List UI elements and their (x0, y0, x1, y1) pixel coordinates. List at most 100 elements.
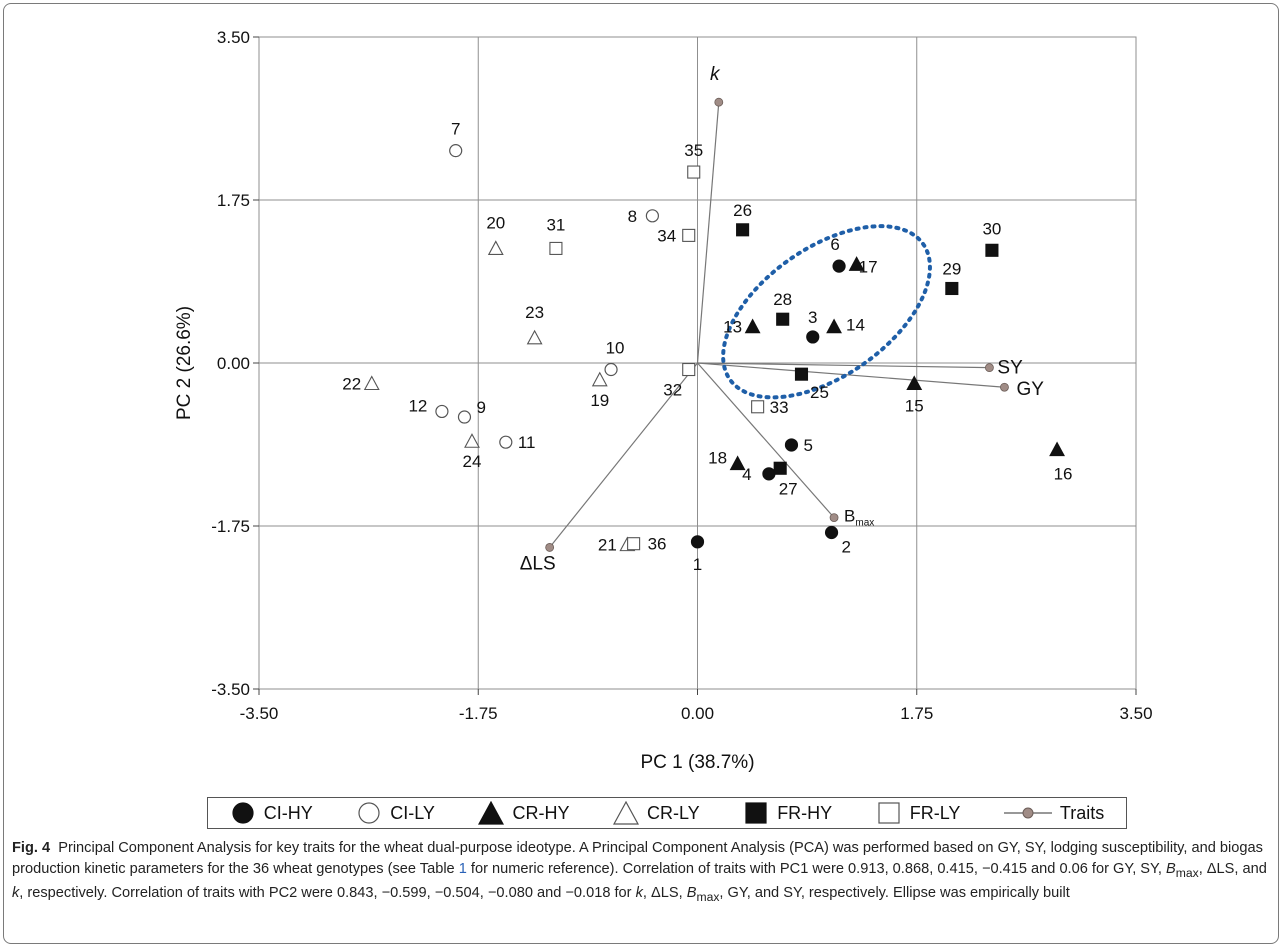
y-tick-label: 0.00 (217, 354, 250, 373)
point-genotype-13 (744, 318, 761, 334)
point-label-19: 19 (590, 391, 609, 410)
k-symbol-2: k (635, 884, 643, 901)
point-label-8: 8 (628, 207, 637, 226)
trait-point-b (829, 513, 839, 523)
caption-text-1: A Principal Component Analysis (PCA) was… (12, 840, 1263, 877)
point-label-28: 28 (773, 290, 792, 309)
x-tick-label: -3.50 (240, 704, 279, 723)
point-label-23: 23 (525, 303, 544, 322)
legend-symbol-triangle-open (612, 801, 639, 825)
point-genotype-18 (729, 455, 746, 471)
point-label-31: 31 (546, 215, 565, 234)
bmax-symbol-2: B (686, 884, 697, 901)
trait-vector-sy (697, 362, 990, 369)
point-label-9: 9 (476, 398, 485, 417)
point-label-16: 16 (1054, 465, 1073, 484)
point-label-10: 10 (606, 339, 625, 358)
x-axis-title: PC 1 (38.7%) (640, 752, 754, 773)
point-genotype-33 (751, 400, 765, 414)
legend-item-cr-ly: CR-LY (612, 801, 700, 825)
point-genotype-28 (776, 312, 790, 326)
point-label-32: 32 (663, 381, 682, 400)
legend-label: CR-LY (646, 802, 700, 823)
k-symbol: k (12, 884, 20, 901)
x-tick-label: 1.75 (900, 704, 933, 723)
point-label-30: 30 (982, 219, 1001, 238)
point-label-7: 7 (451, 120, 460, 139)
legend-symbol-line-dot-filled (1003, 801, 1052, 825)
y-tick-label: 1.75 (217, 191, 250, 210)
point-genotype-22 (363, 375, 380, 391)
point-genotype-26 (736, 223, 750, 237)
point-label-33: 33 (770, 398, 789, 417)
grid (253, 36, 1137, 695)
ideotype-ellipse (721, 224, 932, 400)
trait-label-b: Bmax (844, 507, 874, 529)
point-label-12: 12 (408, 396, 427, 415)
x-tick-label: -1.75 (459, 704, 498, 723)
point-genotype-20 (487, 240, 504, 255)
trait-point-k (714, 97, 724, 107)
legend-symbol-circle-open (356, 801, 382, 825)
point-genotype-30 (985, 243, 999, 257)
point-label-14: 14 (846, 316, 865, 335)
point-genotype-9 (457, 410, 472, 424)
point-label-26: 26 (733, 201, 752, 220)
point-genotype-11 (499, 435, 513, 449)
y-tick-label: 3.50 (217, 28, 250, 47)
point-label-17: 17 (859, 257, 878, 276)
figure-caption: Fig. 4 Principal Component Analysis for … (12, 838, 1274, 907)
point-label-4: 4 (742, 465, 751, 484)
point-genotype-23 (526, 329, 543, 345)
trait-vector-k (696, 102, 720, 364)
point-label-20: 20 (486, 213, 505, 232)
tick-labels: -3.50 -1.75 0.00 1.75 3.50 3.50 1.75 0.00 -1.75 -… (211, 28, 1152, 723)
point-genotype-27 (773, 461, 787, 475)
point-genotype-10 (604, 362, 618, 377)
point-genotype-36 (627, 537, 641, 551)
point-label-15: 15 (905, 396, 924, 415)
figure-frame (3, 3, 1279, 944)
point-label-21: 21 (598, 536, 617, 555)
point-label-36: 36 (648, 535, 667, 554)
point-genotype-24 (464, 433, 480, 448)
legend-label: CI-LY (390, 802, 435, 823)
point-genotype-15 (906, 375, 923, 391)
legend-symbol-square-filled (743, 801, 769, 825)
legend-symbol-triangle-filled (478, 801, 505, 825)
point-label-22: 22 (342, 374, 361, 393)
trait-vector-gy (697, 362, 1005, 388)
caption-text-6: , GY, and SY, respectively. Ellipse was … (719, 884, 1070, 901)
point-genotype-29 (945, 281, 959, 296)
y-tick-label: -1.75 (211, 517, 250, 536)
trait-label-subscript: max (855, 518, 874, 529)
legend-label: FR-LY (909, 802, 961, 823)
table-reference-link[interactable]: 1 (458, 860, 467, 877)
point-label-5: 5 (803, 436, 812, 455)
trait-vector-δls (549, 362, 698, 548)
point-genotype-14 (826, 318, 842, 334)
caption-title: Principal Component Analysis for key tra… (58, 840, 576, 856)
legend-label: CI-HY (263, 802, 313, 823)
point-genotype-6 (832, 259, 846, 273)
point-label-6: 6 (830, 235, 839, 254)
point-genotype-35 (687, 165, 701, 179)
legend-item-traits: Traits (1003, 801, 1104, 825)
point-label-35: 35 (684, 141, 703, 160)
bmax-subscript: max (1175, 865, 1199, 880)
trait-label-gy: GY (1016, 379, 1044, 400)
point-genotype-5 (784, 438, 799, 452)
point-label-13: 13 (723, 318, 742, 337)
point-genotype-1 (690, 535, 705, 549)
point-genotype-32 (682, 362, 696, 377)
bmax-symbol: B (1166, 860, 1176, 877)
point-genotype-31 (549, 241, 563, 255)
point-genotype-17 (848, 256, 865, 271)
trait-label-sy: SY (997, 358, 1023, 379)
point-genotype-19 (591, 371, 608, 387)
x-tick-label: 0.00 (681, 704, 714, 723)
legend-item-cr-hy: CR-HY (478, 801, 569, 825)
trait-point-sy (985, 363, 994, 373)
